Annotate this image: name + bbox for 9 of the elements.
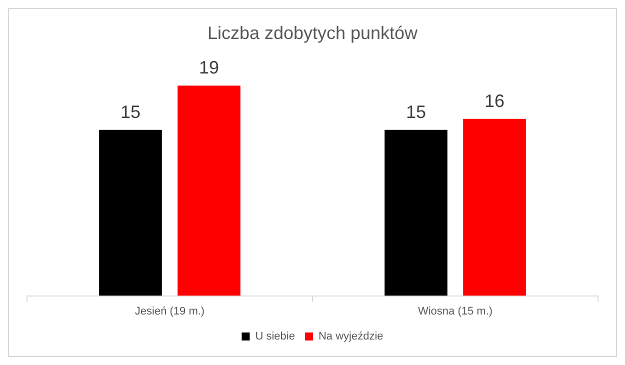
- data-label: 16: [484, 90, 505, 111]
- legend-label: Na wyjeździe: [318, 330, 384, 343]
- data-label: 19: [198, 58, 220, 78]
- legend-label: U siebie: [255, 330, 295, 343]
- x-tick-label: Wiosna (15 m.): [418, 305, 493, 318]
- data-label: 15: [120, 102, 141, 122]
- x-tick-label: Jesień (19 m.): [134, 305, 205, 318]
- data-label: 15: [406, 102, 426, 122]
- chart-title: Liczba zdobytych punktów: [207, 22, 419, 43]
